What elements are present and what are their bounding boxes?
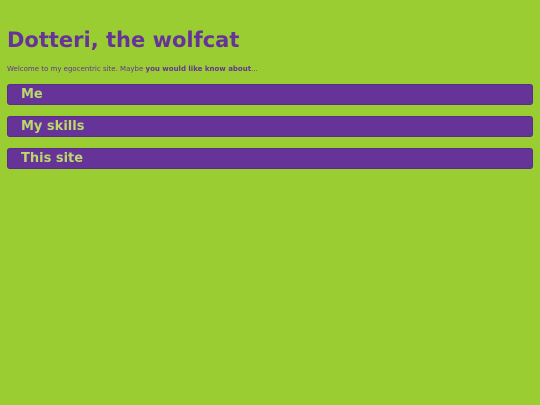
- intro-text-after: ...: [251, 65, 258, 73]
- nav-item-me[interactable]: Me: [7, 84, 533, 105]
- nav-item-label: My skills: [21, 119, 85, 134]
- nav-item-my-skills[interactable]: My skills: [7, 116, 533, 137]
- nav-item-label: This site: [21, 151, 84, 166]
- nav-item-label: Me: [21, 87, 43, 102]
- intro-text-before: Welcome to my egocentric site. Maybe: [7, 65, 146, 73]
- page-title: Dotteri, the wolfcat: [7, 28, 240, 52]
- main-navigation: Me My skills This site: [7, 84, 533, 180]
- intro-emphasis: you would like know about: [145, 65, 252, 73]
- intro-text: Welcome to my egocentric site. Maybe you…: [7, 64, 258, 74]
- nav-item-this-site[interactable]: This site: [7, 148, 533, 169]
